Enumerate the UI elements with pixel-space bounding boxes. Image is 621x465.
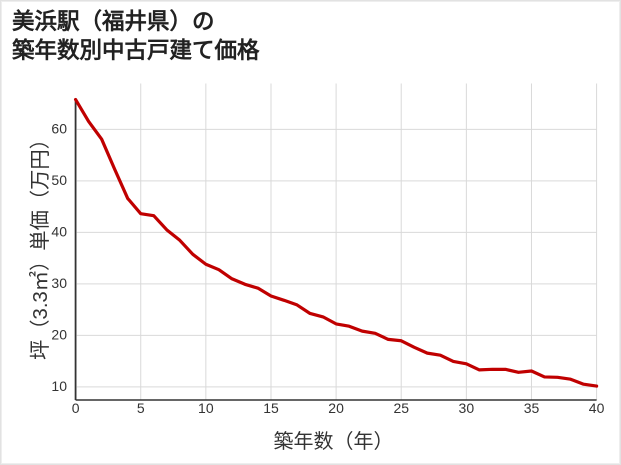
svg-text:30: 30 xyxy=(459,400,475,416)
svg-text:50: 50 xyxy=(51,172,67,188)
svg-text:20: 20 xyxy=(328,400,344,416)
svg-text:5: 5 xyxy=(137,400,145,416)
svg-text:0: 0 xyxy=(72,400,80,416)
svg-text:15: 15 xyxy=(263,400,279,416)
svg-text:10: 10 xyxy=(198,400,214,416)
svg-text:25: 25 xyxy=(393,400,409,416)
svg-text:60: 60 xyxy=(51,120,67,136)
svg-text:35: 35 xyxy=(524,400,540,416)
svg-text:20: 20 xyxy=(51,326,67,342)
svg-text:40: 40 xyxy=(589,400,605,416)
svg-text:40: 40 xyxy=(51,223,67,239)
svg-text:10: 10 xyxy=(51,378,67,394)
svg-text:30: 30 xyxy=(51,275,67,291)
